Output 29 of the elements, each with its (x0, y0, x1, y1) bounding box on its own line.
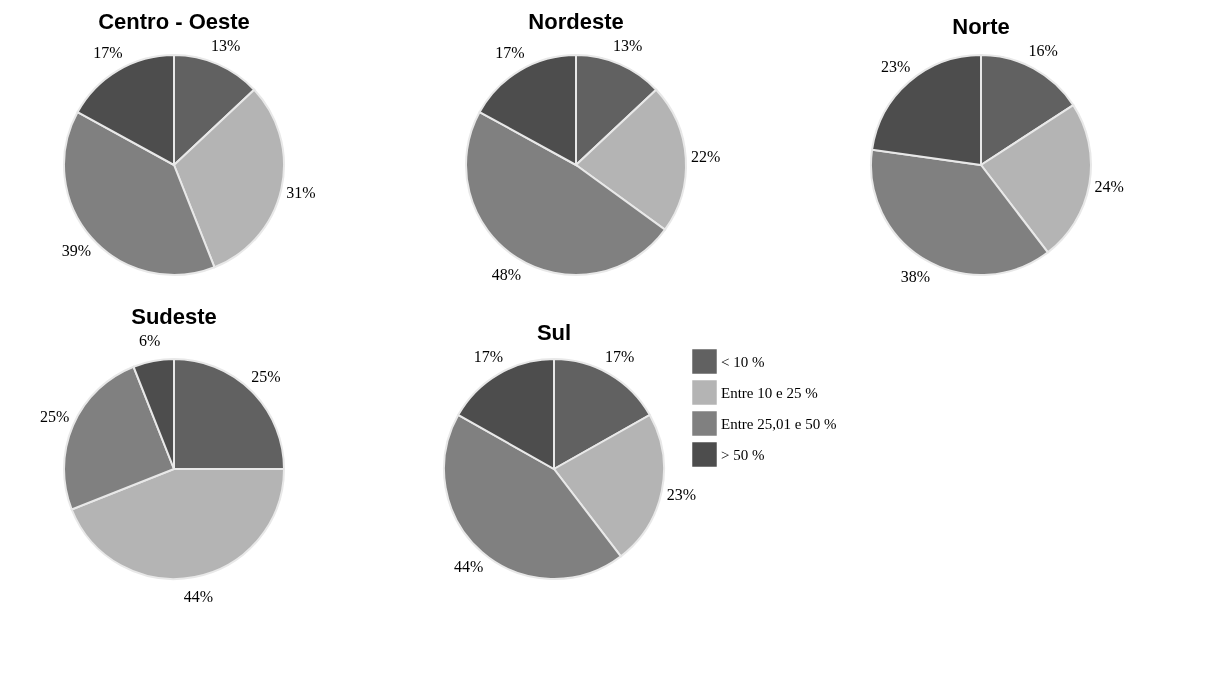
legend-label: > 50 % (721, 446, 765, 463)
data-label: 23% (881, 57, 911, 75)
chart-title: Centro - Oeste (98, 8, 250, 34)
data-label: 16% (1028, 41, 1058, 59)
chart-title: Nordeste (528, 8, 624, 34)
data-label: 25% (251, 368, 281, 386)
chart-title: Sudeste (131, 304, 217, 330)
data-label: 44% (183, 587, 214, 605)
data-label: 23% (666, 486, 697, 504)
data-label: 25% (40, 408, 70, 426)
data-label: 17% (473, 347, 504, 365)
data-label: 13% (612, 36, 643, 54)
data-label: 44% (454, 558, 484, 576)
data-label: 31% (286, 184, 316, 202)
chart-title: Sul (536, 319, 572, 345)
data-label: 22% (691, 147, 721, 165)
data-label: 13% (210, 36, 241, 54)
data-label: 6% (138, 332, 161, 350)
legend-label: Entre 25,01 e 50 % (721, 415, 837, 432)
legend-label: < 10 % (721, 353, 765, 370)
data-label: 17% (604, 347, 635, 365)
data-label: 39% (61, 241, 92, 259)
data-label: 24% (1094, 178, 1124, 196)
chart-title: Norte (952, 13, 1010, 39)
data-label: 48% (491, 265, 522, 283)
data-label: 17% (495, 44, 525, 62)
data-label: 17% (93, 44, 123, 62)
data-label: 38% (900, 268, 931, 286)
legend-label: Entre 10 e 25 % (721, 384, 818, 401)
